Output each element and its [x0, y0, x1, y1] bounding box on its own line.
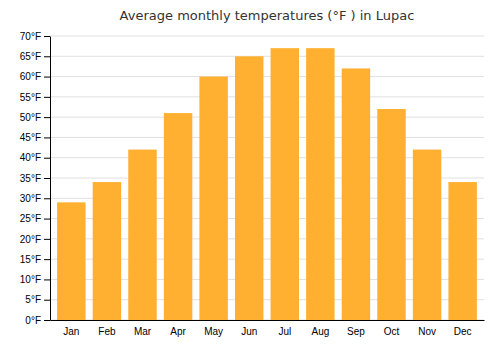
- tick-mark: [44, 137, 50, 138]
- bar: [128, 150, 156, 320]
- y-tick: 10°F: [20, 274, 50, 285]
- x-tick: Nov: [418, 326, 436, 337]
- y-tick: 60°F: [20, 71, 50, 82]
- tick-label: 15°F: [20, 254, 41, 265]
- bar: [271, 48, 299, 320]
- y-axis: 0°F 5°F 10°F 15°F 20°F 25°F 30°F 35°F 40°F 45°F 50…: [20, 31, 51, 326]
- tick-label: 20°F: [20, 234, 41, 245]
- tick-label: 65°F: [20, 51, 41, 62]
- y-tick: 25°F: [20, 213, 50, 224]
- grid-line: [50, 117, 484, 118]
- grid-line: [50, 137, 484, 138]
- bar: [235, 56, 263, 320]
- tick-label: Jan: [63, 326, 79, 337]
- tick-mark: [44, 97, 50, 98]
- tick-mark: [44, 279, 50, 280]
- grid-line: [50, 96, 484, 97]
- y-tick: 35°F: [20, 173, 50, 184]
- tick-label: Jul: [278, 326, 291, 337]
- chart-svg: 0°F 5°F 10°F 15°F 20°F 25°F 30°F 35°F 40°F 45°F 50…: [0, 0, 500, 350]
- tick-label: Dec: [454, 326, 472, 337]
- x-tick: Feb: [98, 326, 116, 337]
- tick-label: 45°F: [20, 132, 41, 143]
- bar: [57, 202, 85, 320]
- tick-mark: [44, 178, 50, 179]
- y-tick: 50°F: [20, 112, 50, 123]
- tick-label: Aug: [311, 326, 329, 337]
- y-tick: 65°F: [20, 51, 50, 62]
- tick-mark: [44, 36, 50, 37]
- tick-label: 50°F: [20, 112, 41, 123]
- y-tick: 5°F: [25, 294, 50, 305]
- y-tick: 55°F: [20, 92, 50, 103]
- tick-mark: [44, 219, 50, 220]
- grid-line: [50, 76, 484, 77]
- chart-title: Average monthly temperatures (°F ) in Lu…: [120, 8, 415, 23]
- bar: [164, 113, 192, 320]
- tick-label: Jun: [241, 326, 257, 337]
- plot-area: [57, 48, 477, 320]
- tick-label: Sep: [347, 326, 365, 337]
- bar: [377, 109, 405, 320]
- tick-label: 60°F: [20, 71, 41, 82]
- axis-domain: [50, 37, 51, 321]
- y-tick: 70°F: [20, 31, 50, 42]
- x-axis: Jan Feb Mar Apr May Jun Jul Aug Sep Oct Nov Dec: [51, 321, 485, 338]
- tick-label: 0°F: [25, 315, 41, 326]
- grid: [50, 36, 484, 320]
- grid-line: [50, 36, 484, 37]
- x-tick: Aug: [311, 326, 329, 337]
- y-tick: 30°F: [20, 193, 50, 204]
- tick-label: 55°F: [20, 92, 41, 103]
- tick-label: 25°F: [20, 213, 41, 224]
- x-tick: Jun: [241, 326, 257, 337]
- tick-mark: [44, 77, 50, 78]
- tick-label: Nov: [418, 326, 436, 337]
- bar: [306, 48, 334, 320]
- tick-label: May: [204, 326, 223, 337]
- x-tick: Oct: [384, 326, 400, 337]
- tick-label: 35°F: [20, 173, 41, 184]
- tick-mark: [44, 117, 50, 118]
- y-tick: 20°F: [20, 234, 50, 245]
- x-tick: Mar: [134, 326, 152, 337]
- tick-mark: [44, 259, 50, 260]
- y-tick: 0°F: [25, 315, 50, 326]
- tick-mark: [44, 239, 50, 240]
- tick-label: 10°F: [20, 274, 41, 285]
- tick-label: Mar: [134, 326, 152, 337]
- tick-label: 40°F: [20, 152, 41, 163]
- tick-label: 30°F: [20, 193, 41, 204]
- tick-label: Oct: [384, 326, 400, 337]
- tick-label: Feb: [98, 326, 116, 337]
- bar: [93, 182, 121, 320]
- tick-label: 5°F: [25, 294, 41, 305]
- grid-line: [50, 56, 484, 57]
- tick-label: 70°F: [20, 31, 41, 42]
- axis-domain: [51, 320, 485, 321]
- x-tick: Sep: [347, 326, 365, 337]
- bar: [448, 182, 476, 320]
- x-tick: May: [204, 326, 223, 337]
- y-tick: 15°F: [20, 254, 50, 265]
- chart-container: 0°F 5°F 10°F 15°F 20°F 25°F 30°F 35°F 40°F 45°F 50…: [0, 0, 500, 350]
- y-tick: 45°F: [20, 132, 50, 143]
- bar: [413, 150, 441, 320]
- x-tick: Dec: [454, 326, 472, 337]
- x-tick: Apr: [170, 326, 186, 337]
- tick-mark: [44, 320, 50, 321]
- bar: [342, 68, 370, 320]
- tick-mark: [44, 158, 50, 159]
- x-tick: Jan: [63, 326, 79, 337]
- bar: [199, 77, 227, 320]
- tick-label: Apr: [170, 326, 186, 337]
- y-tick: 40°F: [20, 152, 50, 163]
- tick-mark: [44, 198, 50, 199]
- x-tick: Jul: [278, 326, 291, 337]
- tick-mark: [44, 56, 50, 57]
- tick-mark: [44, 300, 50, 301]
